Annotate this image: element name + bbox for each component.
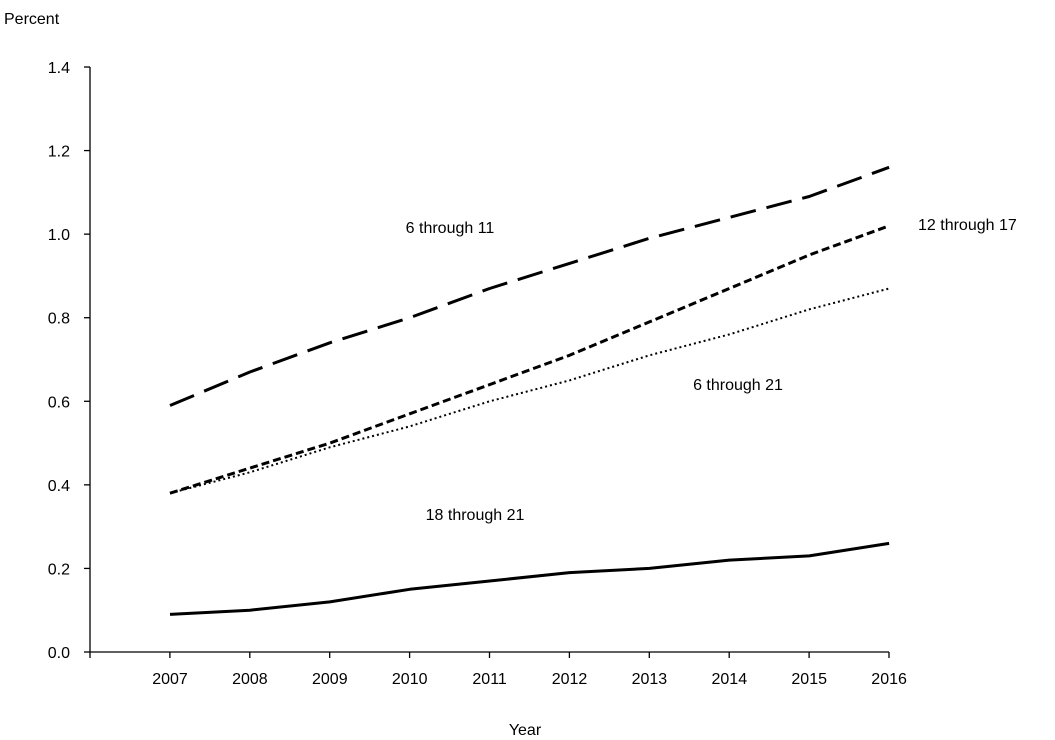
y-tick-label: 0.8	[48, 311, 70, 328]
x-tick-label: 2016	[871, 671, 907, 688]
y-tick-label: 1.4	[48, 60, 70, 77]
x-tick-label: 2012	[552, 671, 588, 688]
series-label: 12 through 17	[918, 217, 1017, 234]
series-line-18-through-21	[169, 541, 890, 616]
y-tick-label: 0.0	[48, 645, 70, 662]
series-line-12-through-17	[169, 224, 890, 495]
x-tick-label: 2009	[312, 671, 348, 688]
y-tick-label: 1.0	[48, 227, 70, 244]
x-tick-label: 2010	[392, 671, 428, 688]
series-label: 18 through 21	[426, 507, 525, 524]
y-axis-label: Percent	[4, 11, 60, 28]
series-line-6-through-11	[169, 165, 890, 407]
series-labels: 6 through 11 12 through 17 6 through 21 18 …	[406, 217, 1017, 524]
x-tick-label: 2008	[232, 671, 268, 688]
x-tick-label: 2011	[472, 671, 507, 688]
x-axis-ticks: 2007 2008 2009 2010 2011 2012 2013 2014 2015 2016	[89, 652, 907, 688]
x-tick-label: 2014	[712, 671, 748, 688]
y-tick-label: 0.2	[48, 561, 70, 578]
y-tick-label: 1.2	[48, 144, 70, 161]
series-lines	[169, 165, 890, 616]
y-axis-ticks: 0.0 0.2 0.4 0.6 0.8 1.0 1.2 1.4	[48, 60, 90, 662]
y-tick-label: 0.6	[48, 394, 70, 411]
series-label: 6 through 21	[693, 377, 783, 394]
x-tick-label: 2007	[152, 671, 188, 688]
x-axis-label: Year	[509, 722, 542, 739]
series-label: 6 through 11	[406, 220, 495, 237]
x-tick-label: 2013	[632, 671, 668, 688]
x-tick-label: 2015	[791, 671, 827, 688]
y-tick-label: 0.4	[48, 478, 70, 495]
